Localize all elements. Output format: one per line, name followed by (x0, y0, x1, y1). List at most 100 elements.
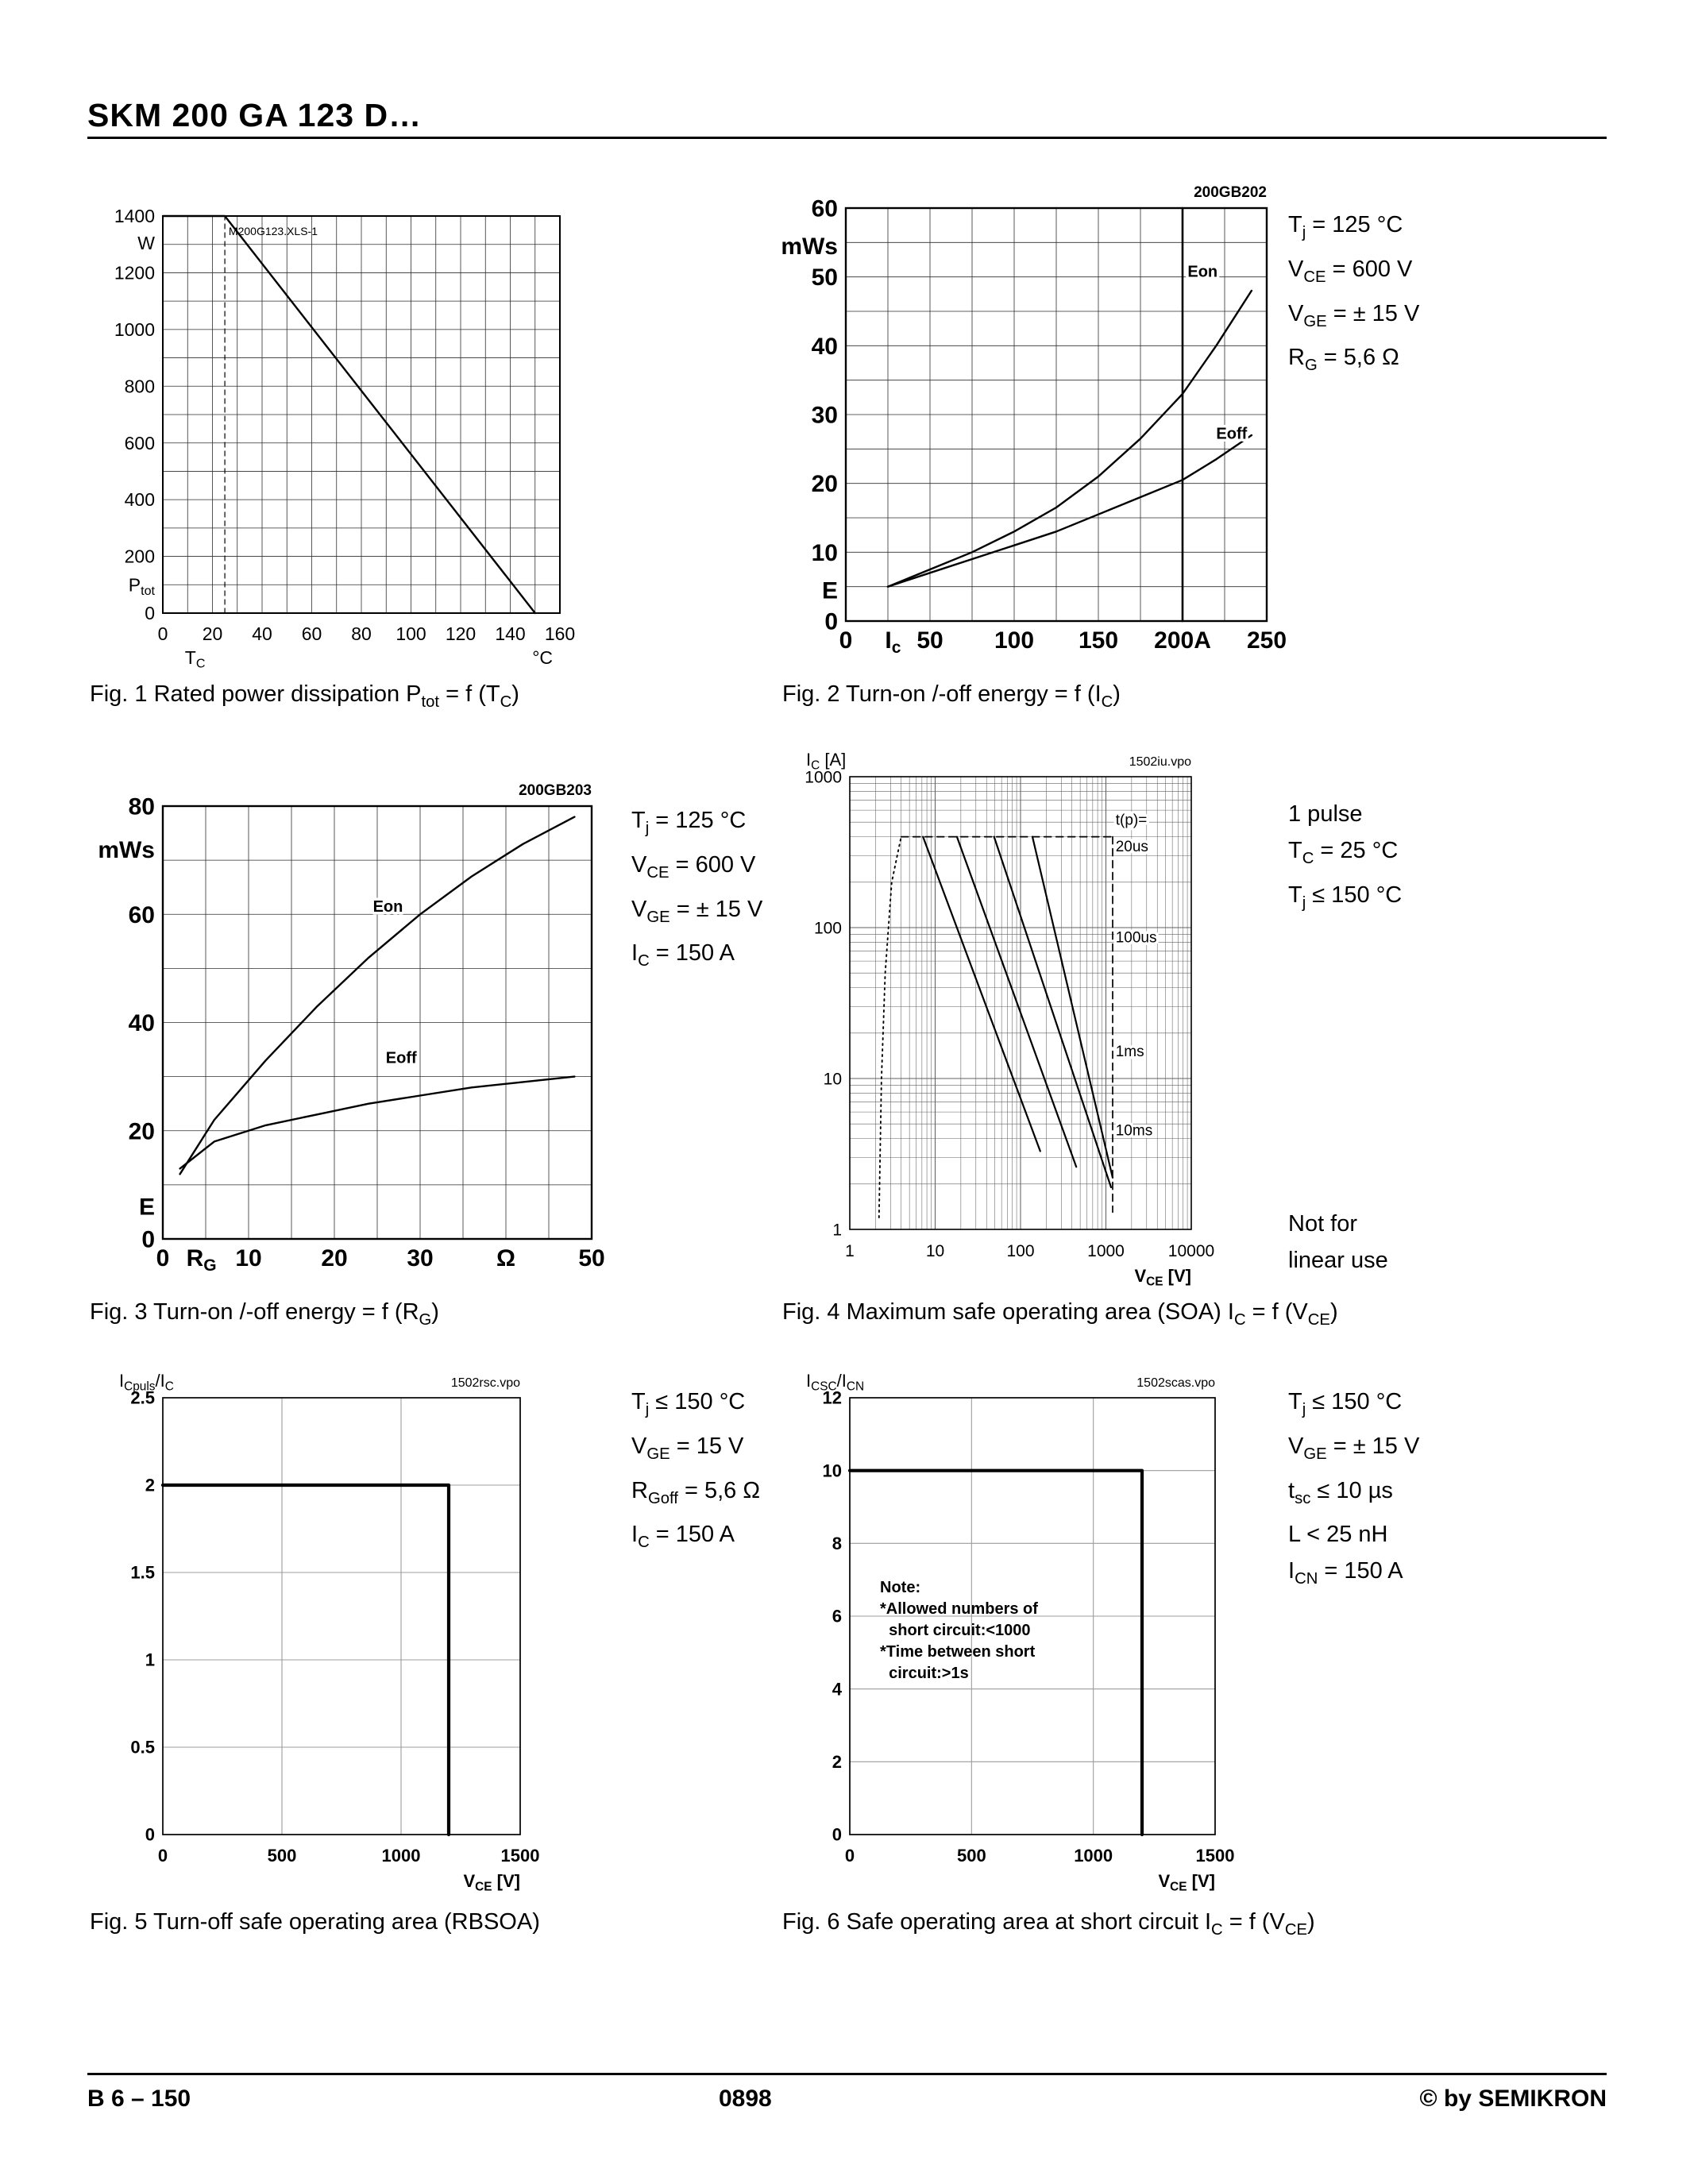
x-tick-label: 140 (495, 623, 525, 644)
y-tick-label: 10 (823, 1461, 842, 1480)
text-line: VGE = ± 15 V (1288, 1433, 1420, 1463)
x-tick-label: Ic (885, 627, 901, 657)
text-line: short circuit:<1000 (880, 1622, 1031, 1639)
x-tick-label: 0 (158, 1846, 168, 1866)
plot-frame (844, 206, 1268, 623)
x-axis-title: VCE [V] (1134, 1266, 1191, 1288)
figure-3-chart: 0 10 20 30 Ω 50 RG 80 60 40 20 0 mWs E Eon Eoff 200GB203 (98, 782, 604, 1275)
x-tick-label: 80 (351, 623, 372, 644)
y-tick-label: 60 (812, 196, 838, 222)
series-dc-limit-dotted (878, 835, 902, 1218)
y-tick-label: Ptot (129, 574, 156, 598)
y-tick-label: 0.5 (130, 1738, 155, 1758)
x-tick-label: 10 (235, 1245, 261, 1271)
series-eon (886, 289, 1253, 588)
x-tick-label: 500 (268, 1846, 297, 1866)
figure-4-chart: 1 10 100 1000 10000 1000 100 10 1 t(p)= 20us 100us 1… (805, 750, 1214, 1288)
text-line: RG = 5,6 Ω (1288, 345, 1399, 375)
x-tick-label: 0 (158, 623, 168, 644)
text-line: Tj ≤ 150 °C (1288, 882, 1403, 912)
series-tp-10ms (1031, 835, 1114, 1179)
x-tick-label: 0 (839, 627, 853, 654)
y-tick-label: 20 (812, 471, 838, 497)
figure-6-chart: 0 500 1000 1500 12 10 8 6 4 2 0 1502scas.vpo ICSC/IC… (806, 1371, 1234, 1893)
x-tick-label: 40 (252, 623, 272, 644)
figure-2-chart: 0 50 100 150 200A 250Ic6050403020100mWsEEonEo… (781, 184, 1287, 657)
x-tick-label: 150 (1079, 627, 1118, 654)
y-tick-label: 8 (832, 1534, 842, 1553)
x-tick-label: 0 (845, 1846, 855, 1866)
text-line: IC = 150 A (631, 1522, 735, 1552)
curve-label: 100us (1116, 929, 1157, 946)
y-tick-label: 1 (145, 1650, 155, 1670)
figure-3-caption: Fig. 3 Turn-on /-off energy = f (RG) (90, 1299, 439, 1329)
page-title: SKM 200 GA 123 D… (87, 97, 423, 133)
text-line: L < 25 nH (1288, 1522, 1388, 1548)
grid (162, 805, 592, 1240)
y-tick-label: 2.5 (130, 1388, 155, 1408)
x-tick-label: 100 (1006, 1242, 1034, 1260)
curve-label: 1ms (1116, 1044, 1144, 1060)
y-tick-label: 200 (125, 546, 155, 567)
x-tick-label: 1000 (382, 1846, 421, 1866)
text-line: VGE = ± 15 V (631, 896, 763, 926)
x-axis-title: VCE [V] (463, 1871, 520, 1893)
text-line: Not for (1288, 1211, 1358, 1237)
x-tick-label: 120 (446, 623, 476, 644)
text-line: Note: (880, 1579, 921, 1596)
y-tick-label: 2 (832, 1752, 842, 1772)
series-eoff (886, 434, 1253, 588)
x-tick-label: Ω (496, 1245, 515, 1271)
curve-label: 20us (1116, 839, 1148, 855)
y-tick-label: 40 (812, 334, 838, 360)
series-tp-20us (922, 835, 1041, 1152)
text-line: RGoff = 5,6 Ω (631, 1477, 761, 1507)
text-line: IC = 150 A (631, 940, 735, 970)
chart-watermark: M200G123.XLS-1 (229, 225, 318, 237)
y-tick-label: 80 (129, 794, 155, 820)
y-tick-label: E (822, 578, 838, 604)
series-rbsoa-limit (160, 1483, 451, 1837)
y-tick-label: 0 (824, 609, 838, 635)
x-tick-label: 10000 (1168, 1242, 1214, 1260)
x-tick-label: 0 (156, 1245, 170, 1271)
text-line: *Allowed numbers of (880, 1600, 1038, 1618)
footer-page-number: B 6 – 150 (87, 2086, 191, 2112)
figure-6-conditions: Tj ≤ 150 °C VGE = ± 15 V tsc ≤ 10 µs L < 25… (1288, 1383, 1419, 1597)
figure-1-chart: 0 20 40 60 80 100 120 140 160 TC °C 1400 1200 1000 800… (114, 206, 575, 671)
text-line: Tj = 125 °C (1288, 212, 1403, 241)
figure-4-linear-use-note: Not for linear use (1288, 1206, 1388, 1279)
figure-6-caption: Fig. 6 Safe operating area at short circ… (782, 1909, 1315, 1939)
y-tick-label: E (139, 1194, 155, 1221)
series-tp-1ms (993, 835, 1113, 1189)
x-tick-label: °C (532, 647, 553, 668)
x-tick-label: 1 (845, 1242, 855, 1260)
y-tick-label: 4 (832, 1679, 843, 1699)
x-tick-label: 1500 (501, 1846, 540, 1866)
text-line: Tj ≤ 150 °C (1288, 1389, 1403, 1418)
text-line: linear use (1288, 1248, 1388, 1273)
curve-label: t(p)= (1116, 812, 1148, 829)
y-tick-label: 0 (145, 603, 155, 623)
y-tick-label: 0 (141, 1227, 155, 1253)
figure-2-caption: Fig. 2 Turn-on /-off energy = f (IC) (782, 681, 1121, 711)
text-line: 1 pulse (1288, 801, 1363, 827)
text-line: VCE = 600 V (1288, 256, 1413, 286)
figure-5-chart: 0 500 1000 1500 2.5 2 1.5 1 0.5 0 1502rsc.vpo ICpul… (119, 1371, 540, 1893)
y-tick-label: 0 (832, 1825, 842, 1845)
header-rule (87, 137, 1607, 139)
y-axis-title: IC [A] (806, 750, 846, 772)
plot-frame (162, 1397, 521, 1835)
series-eon (179, 816, 576, 1175)
x-tick-label: 20 (321, 1245, 347, 1271)
y-tick-label: 1 (832, 1221, 842, 1239)
y-tick-label: 10 (824, 1070, 842, 1088)
plot-frame (849, 776, 1192, 1230)
y-tick-label: 60 (129, 902, 155, 928)
y-tick-label: 40 (129, 1010, 155, 1036)
y-tick-label: 800 (125, 376, 155, 396)
text-line: circuit:>1s (880, 1665, 969, 1682)
curve-label: Eon (373, 898, 403, 916)
y-tick-label: 10 (812, 540, 838, 566)
